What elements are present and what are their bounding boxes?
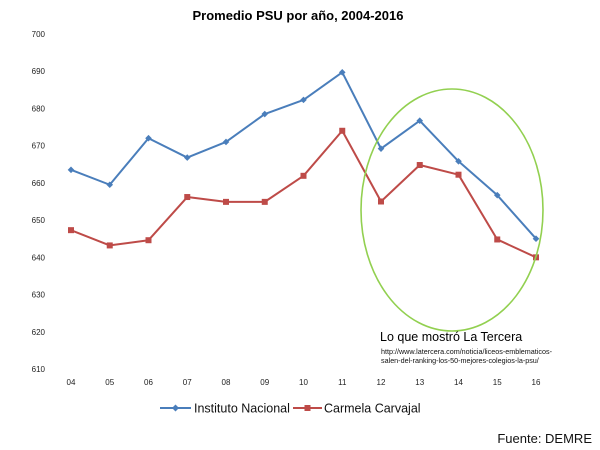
y-tick-label: 630 bbox=[32, 291, 46, 300]
data-point-instituto-nacional bbox=[67, 166, 75, 174]
data-point-instituto-nacional bbox=[338, 69, 346, 76]
legend: Instituto Nacional Carmela Carvajal bbox=[160, 402, 421, 416]
source-note: Fuente: DEMRE bbox=[497, 431, 592, 446]
data-point-instituto-nacional bbox=[455, 158, 462, 165]
x-tick-label: 11 bbox=[338, 378, 347, 387]
chart-title: Promedio PSU por año, 2004-2016 bbox=[193, 8, 404, 23]
data-point-instituto-nacional bbox=[145, 134, 152, 142]
series-line-carmela-carvajal bbox=[70, 129, 537, 259]
x-axis-ticks: 04 05 06 07 08 09 10 11 12 13 14 15 16 bbox=[67, 378, 541, 387]
legend-label-carmela-carvajal: Carmela Carvajal bbox=[324, 402, 421, 416]
data-point-carmela-carvajal bbox=[68, 227, 74, 234]
legend-label-instituto-nacional: Instituto Nacional bbox=[194, 402, 290, 416]
data-point-carmela-carvajal bbox=[455, 171, 462, 178]
highlight-circle bbox=[360, 88, 544, 332]
data-point-carmela-carvajal bbox=[339, 127, 346, 134]
data-point-carmela-carvajal bbox=[145, 237, 152, 244]
y-axis-ticks: 610 620 630 640 650 660 670 680 690 700 bbox=[32, 30, 46, 374]
x-tick-label: 06 bbox=[144, 378, 153, 387]
data-point-instituto-nacional bbox=[183, 154, 191, 161]
data-point-instituto-nacional bbox=[106, 181, 114, 189]
series-layer bbox=[67, 69, 540, 261]
data-point-carmela-carvajal bbox=[300, 172, 307, 179]
y-tick-label: 660 bbox=[32, 179, 46, 188]
data-point-carmela-carvajal bbox=[106, 242, 113, 249]
annotation-url-line-2: salen-del-ranking-los-50-mejores-colegio… bbox=[381, 356, 539, 365]
data-point-instituto-nacional bbox=[377, 145, 385, 152]
y-tick-label: 700 bbox=[32, 30, 46, 39]
y-tick-label: 650 bbox=[32, 216, 46, 225]
x-tick-label: 07 bbox=[183, 378, 192, 387]
data-point-instituto-nacional bbox=[261, 110, 269, 118]
y-tick-label: 640 bbox=[32, 253, 46, 262]
data-point-carmela-carvajal bbox=[378, 198, 384, 205]
legend-marker-carmela-carvajal bbox=[304, 405, 311, 411]
legend-item-carmela-carvajal: Carmela Carvajal bbox=[293, 402, 421, 416]
y-tick-label: 620 bbox=[32, 328, 46, 337]
x-tick-label: 09 bbox=[260, 378, 269, 387]
data-point-instituto-nacional bbox=[222, 138, 230, 146]
x-tick-label: 10 bbox=[299, 378, 308, 387]
data-point-carmela-carvajal bbox=[223, 198, 229, 205]
x-tick-label: 04 bbox=[67, 378, 76, 387]
y-tick-label: 690 bbox=[32, 67, 46, 76]
annotation-url-line-1: http://www.latercera.com/noticia/liceos-… bbox=[381, 347, 553, 356]
data-point-instituto-nacional bbox=[416, 117, 424, 125]
x-tick-label: 13 bbox=[415, 378, 424, 387]
data-point-instituto-nacional bbox=[300, 96, 307, 104]
legend-item-instituto-nacional: Instituto Nacional bbox=[160, 402, 290, 416]
data-point-carmela-carvajal bbox=[184, 194, 191, 201]
x-tick-label: 15 bbox=[493, 378, 502, 387]
x-tick-label: 16 bbox=[532, 378, 541, 387]
data-point-carmela-carvajal bbox=[261, 198, 268, 205]
x-tick-label: 12 bbox=[377, 378, 386, 387]
data-point-carmela-carvajal bbox=[494, 236, 501, 243]
x-tick-label: 14 bbox=[454, 378, 463, 387]
x-tick-label: 08 bbox=[222, 378, 231, 387]
annotation-heading: Lo que mostró La Tercera bbox=[380, 330, 522, 344]
data-point-carmela-carvajal bbox=[416, 162, 423, 169]
data-point-instituto-nacional bbox=[493, 191, 501, 199]
y-tick-label: 680 bbox=[32, 104, 46, 113]
y-tick-label: 670 bbox=[32, 142, 46, 151]
x-tick-label: 05 bbox=[105, 378, 114, 387]
legend-marker-instituto-nacional bbox=[172, 404, 179, 412]
data-point-instituto-nacional bbox=[532, 235, 540, 243]
y-tick-label: 610 bbox=[32, 365, 46, 374]
